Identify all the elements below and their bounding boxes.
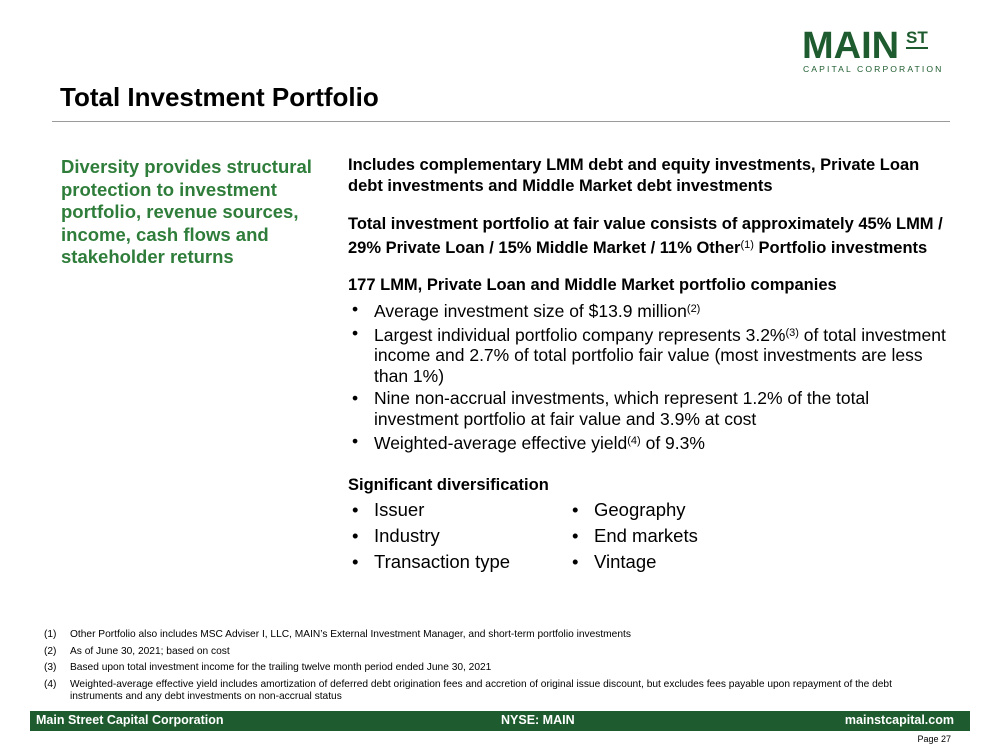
footnote-text: As of June 30, 2021; based on cost [70, 645, 230, 657]
composition-text: Total investment portfolio at fair value… [348, 215, 943, 257]
footnote-number: (3) [44, 662, 57, 673]
page-number: Page 27 [917, 734, 951, 744]
bullet-item: • Weighted-average effective yield(4) of … [352, 431, 705, 454]
bullet-dot: • [352, 525, 359, 547]
bullet-item: • Largest individual portfolio company re… [352, 323, 946, 386]
composition-tail: Portfolio investments [753, 238, 928, 257]
bullet-item: • Nine non-accrual investments, which rep… [352, 388, 870, 429]
diversification-item: • End markets [572, 525, 698, 547]
diversification-item: • Geography [572, 499, 686, 521]
bullet-dot: • [352, 551, 359, 573]
left-callout: Diversity provides structural protection… [61, 156, 312, 268]
logo-main-text: MAIN [802, 25, 900, 67]
footer-website-link[interactable]: mainstcapital.com [844, 713, 954, 727]
bullet-dot: • [572, 499, 579, 521]
bullet-item: • Average investment size of $13.9 millio… [352, 298, 701, 321]
diversification-item: • Vintage [572, 551, 657, 573]
paragraph-complementary-investments: Includes complementary LMM debt and equi… [348, 156, 920, 195]
footer-company-name: Main Street Capital Corporation [36, 713, 224, 727]
footnote: (4) Weighted-average effective yield incl… [44, 679, 944, 703]
bullet-dot: • [572, 525, 579, 547]
footnote-ref-1: (1) [740, 238, 754, 251]
diversification-item: • Issuer [352, 499, 425, 521]
logo-subtitle: CAPITAL CORPORATION [803, 64, 944, 74]
companies-bullet-list: • Average investment size of $13.9 millio… [348, 299, 948, 454]
bullet-dot: • [572, 551, 579, 573]
bullet-dot: • [352, 431, 359, 452]
footer-bar: Main Street Capital Corporation NYSE: MA… [30, 711, 970, 731]
right-content: Includes complementary LMM debt and equi… [348, 155, 948, 572]
page-title: Total Investment Portfolio [60, 82, 379, 112]
footnote-number: (4) [44, 678, 57, 690]
bullet-dot: • [352, 388, 359, 409]
footnote-number: (2) [44, 645, 57, 657]
diversification-item: • Industry [352, 525, 440, 547]
logo-st-text: ST [906, 28, 928, 49]
diversification-list: • Issuer • Geography • Industry • End market… [348, 499, 948, 572]
footer-ticker: NYSE: MAIN [501, 713, 575, 727]
diversification-heading: Significant diversification [348, 475, 549, 494]
footnote-text: Based upon total investment income for t… [70, 662, 492, 673]
bullet-dot: • [352, 298, 359, 319]
mainst-logo: MAIN ST CAPITAL CORPORATION [802, 25, 942, 74]
footnote-ref-4: (4) [627, 435, 641, 448]
bullet-dot: • [352, 499, 359, 521]
companies-heading: 177 LMM, Private Loan and Middle Market … [348, 276, 837, 294]
footnote-text: Weighted-average effective yield include… [70, 678, 892, 702]
footnote: (1) Other Portfolio also includes MSC Adv… [44, 629, 944, 641]
footnote-number: (1) [44, 629, 57, 640]
bullet-dot: • [352, 323, 359, 344]
footnote-text: Other Portfolio also includes MSC Advise… [70, 629, 631, 640]
paragraph-portfolio-composition: Total investment portfolio at fair value… [348, 214, 948, 258]
footnotes: (1) Other Portfolio also includes MSC Adv… [44, 629, 944, 707]
footnote-ref-2: (2) [686, 302, 701, 315]
title-divider [52, 121, 950, 122]
footnote: (3) Based upon total investment income fo… [44, 662, 944, 674]
footnote: (2) As of June 30, 2021; based on cost [44, 646, 944, 658]
diversification-item: • Transaction type [352, 551, 511, 573]
footnote-ref-3: (3) [785, 327, 799, 340]
